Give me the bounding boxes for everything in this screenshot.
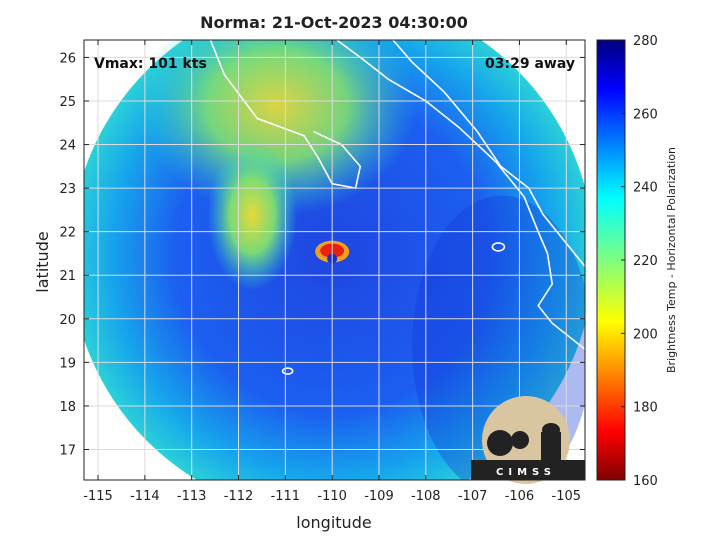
y-tick-label: 22 (59, 226, 76, 241)
y-tick-label: 25 (59, 95, 76, 110)
x-tick-label: -113 (177, 489, 207, 504)
x-tick-label: -107 (458, 489, 488, 504)
y-tick-label: 18 (59, 400, 76, 415)
colorbar-tick-label: 200 (633, 327, 658, 342)
time-away-annotation: 03:29 away (485, 56, 575, 72)
brightness-image (84, 40, 585, 480)
coastlines (209, 40, 585, 375)
plot-area: CIMSS Vmax: 101 kts 03:29 away (84, 40, 585, 484)
chart-title: Norma: 21-Oct-2023 04:30:00 (200, 13, 468, 32)
y-tick-label: 20 (59, 313, 76, 328)
state-border-line (392, 40, 585, 268)
y-tick-label: 24 (59, 139, 76, 154)
baja-peninsula-coast (209, 40, 362, 190)
islas-marias (491, 242, 506, 252)
plot-frame (83, 39, 586, 481)
logo-dish-left (487, 430, 513, 456)
colorbar-tick-label: 180 (633, 401, 658, 416)
colorbar-tick-label: 220 (633, 254, 658, 269)
logo-base (471, 460, 585, 480)
mainland-coast (336, 40, 585, 350)
y-tick-label: 17 (59, 444, 76, 459)
colorbar: 160 180 200 220 240 260 280 Brightness Temp - H… (596, 34, 678, 489)
y-axis-label: latitude (33, 231, 52, 292)
x-tick-label: -111 (271, 489, 301, 504)
colorbar-tick-label: 280 (633, 34, 658, 49)
x-tick-label: -112 (224, 489, 254, 504)
logo-text: CIMSS (496, 467, 556, 478)
logo-tower (541, 432, 561, 460)
x-tick-label: -114 (130, 489, 160, 504)
y-tick-label: 19 (59, 356, 76, 371)
y-tick-label: 21 (59, 269, 76, 284)
logo-tower-top (542, 423, 560, 437)
colorbar-tick-label: 240 (633, 181, 658, 196)
x-tick-label: -109 (364, 489, 394, 504)
cimss-logo: CIMSS (471, 396, 585, 484)
x-tick-label: -110 (317, 489, 347, 504)
y-tick-label: 23 (59, 182, 76, 197)
vmax-annotation: Vmax: 101 kts (94, 56, 207, 72)
colorbar-scale (596, 39, 626, 481)
x-axis-label: longitude (296, 513, 371, 532)
colorbar-tick-label: 260 (633, 107, 658, 122)
logo-dish-right (511, 431, 529, 449)
x-tick-label: -115 (83, 489, 113, 504)
x-tick-label: -105 (552, 489, 582, 504)
x-tick-label: -108 (411, 489, 441, 504)
colorbar-tick-label: 160 (633, 474, 658, 489)
warm-band-west (207, 140, 298, 291)
axes: -115 -114 -113 -112 -111 -110 -109 -108 -107 -106… (59, 39, 586, 504)
y-tick-label: 26 (59, 51, 76, 66)
warm-region-north (137, 40, 418, 216)
x-tick-label: -106 (505, 489, 535, 504)
colorbar-label: Brightness Temp - Horizontal Polarizatio… (665, 147, 678, 373)
isla-socorro (281, 367, 294, 375)
